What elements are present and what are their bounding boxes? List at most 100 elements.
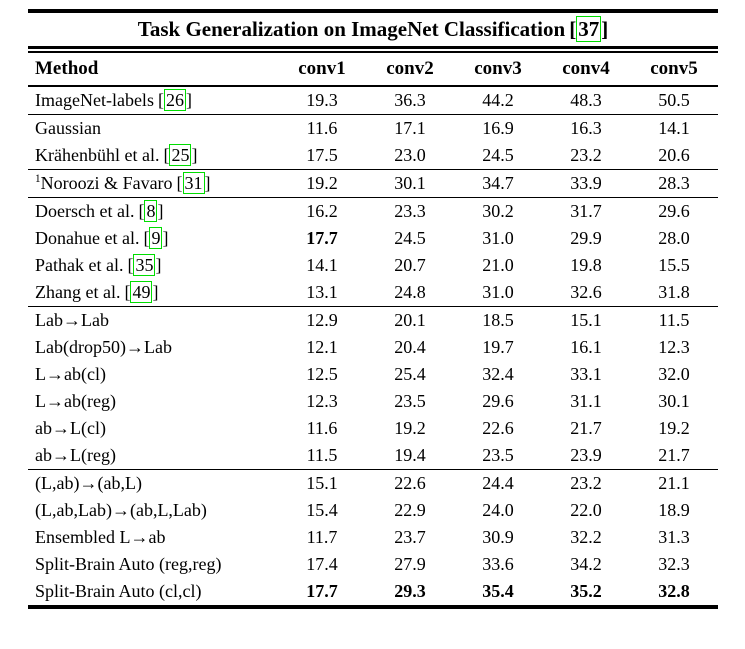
citation[interactable]: [35] bbox=[127, 254, 161, 276]
value-cell: 22.6 bbox=[394, 473, 426, 493]
citation-open-bracket: [ bbox=[176, 173, 183, 193]
method-cell: Zhang et al.[49] bbox=[28, 279, 278, 307]
value-cell: 30.2 bbox=[482, 201, 514, 221]
method-name: Doersch et al. bbox=[35, 201, 135, 221]
method-cell: (L,ab)→(ab,L) bbox=[28, 470, 278, 498]
citation-number[interactable]: 31 bbox=[182, 172, 205, 194]
method-name: Noroozi & Favaro bbox=[40, 173, 173, 193]
citation-number[interactable]: 9 bbox=[149, 227, 163, 249]
citation-open-bracket: [ bbox=[157, 90, 164, 110]
method-cell: ImageNet-labels[26] bbox=[28, 86, 278, 115]
citation[interactable]: [25] bbox=[163, 144, 197, 166]
value-cell: 31.3 bbox=[658, 527, 690, 547]
value-cell: 20.7 bbox=[394, 255, 426, 275]
value-cell: 11.6 bbox=[306, 118, 338, 138]
method-name: Split-Brain Auto (reg,reg) bbox=[35, 554, 222, 574]
value-cell: 12.3 bbox=[306, 391, 338, 411]
method-cell: Gaussian bbox=[28, 115, 278, 143]
method-name: Pathak et al. bbox=[35, 255, 124, 275]
method-name: Krähenbühl et al. bbox=[35, 145, 160, 165]
column-header-conv3: conv3 bbox=[454, 53, 542, 87]
results-table: Task Generalization on ImageNet Classifi… bbox=[28, 9, 718, 609]
value-cell: 23.0 bbox=[366, 142, 454, 170]
value-cell: 19.2 bbox=[278, 169, 366, 198]
citation[interactable]: [26] bbox=[157, 89, 192, 111]
method-cell: Split-Brain Auto (reg,reg) bbox=[28, 551, 278, 578]
value-cell: 48.3 bbox=[542, 86, 630, 115]
value-cell: 17.1 bbox=[394, 118, 426, 138]
table-row: Ensembled L→ab 11.7 23.7 30.9 32.2 31.3 bbox=[28, 524, 718, 551]
bottom-rule bbox=[28, 605, 718, 609]
value-cell: 24.8 bbox=[366, 279, 454, 307]
method-cell: Lab(drop50)→Lab bbox=[28, 334, 278, 361]
value-cell: 12.9 bbox=[306, 310, 338, 330]
method-name: Gaussian bbox=[35, 118, 101, 138]
method-name: Split-Brain Auto (cl,cl) bbox=[35, 581, 202, 601]
value-cell: 20.4 bbox=[394, 337, 426, 357]
table-row: ab→L(cl) 11.6 19.2 22.6 21.7 19.2 bbox=[28, 415, 718, 442]
value-cell: 18.9 bbox=[658, 500, 690, 520]
method-cell: ab→L(cl) bbox=[28, 415, 278, 442]
method-name: ab→L(reg) bbox=[35, 445, 116, 465]
top-rule bbox=[28, 9, 718, 13]
value-cell: 13.1 bbox=[278, 279, 366, 307]
value-cell: 21.0 bbox=[482, 255, 514, 275]
value-cell: 17.4 bbox=[306, 554, 338, 574]
value-cell: 31.7 bbox=[570, 201, 602, 221]
value-cell: 19.2 bbox=[394, 418, 426, 438]
value-cell: 31.0 bbox=[482, 228, 514, 248]
method-name: (L,ab,Lab)→(ab,L,Lab) bbox=[35, 500, 207, 520]
citation-number[interactable]: 35 bbox=[133, 254, 156, 276]
value-cell: 31.1 bbox=[570, 391, 602, 411]
value-cell: 34.2 bbox=[570, 554, 602, 574]
value-cell: 34.7 bbox=[454, 169, 542, 198]
title-citation[interactable]: [37] bbox=[569, 16, 608, 42]
value-cell: 21.1 bbox=[658, 473, 690, 493]
citation-open-bracket: [ bbox=[124, 282, 131, 302]
table-row: Gaussian 11.6 17.1 16.9 16.3 14.1 bbox=[28, 115, 718, 143]
table-row: ImageNet-labels[26] 19.3 36.3 44.2 48.3 50.5 bbox=[28, 86, 718, 115]
value-cell: 23.3 bbox=[394, 201, 426, 221]
citation-open-bracket: [ bbox=[138, 201, 145, 221]
value-cell: 23.2 bbox=[542, 142, 630, 170]
method-cell: L→ab(cl) bbox=[28, 361, 278, 388]
value-cell: 23.7 bbox=[394, 527, 426, 547]
method-name: L→ab(reg) bbox=[35, 391, 116, 411]
value-cell: 11.5 bbox=[658, 310, 690, 330]
table-row: (L,ab,Lab)→(ab,L,Lab) 15.4 22.9 24.0 22.0 18.… bbox=[28, 497, 718, 524]
citation[interactable]: [8] bbox=[138, 200, 163, 222]
value-cell: 16.3 bbox=[570, 118, 602, 138]
citation[interactable]: [31] bbox=[176, 172, 211, 194]
citation[interactable]: [9] bbox=[143, 227, 168, 249]
value-cell: 15.1 bbox=[570, 310, 602, 330]
value-cell: 32.6 bbox=[542, 279, 630, 307]
value-cell: 21.7 bbox=[570, 418, 602, 438]
value-cell: 36.3 bbox=[366, 86, 454, 115]
citation-open-bracket: [ bbox=[569, 17, 577, 41]
method-cell: Donahue et al.[9] bbox=[28, 225, 278, 252]
table-row: Lab(drop50)→Lab 12.1 20.4 19.7 16.1 12.3 bbox=[28, 334, 718, 361]
value-cell: 35.4 bbox=[482, 581, 514, 601]
citation[interactable]: [49] bbox=[124, 281, 158, 303]
citation-number[interactable]: 49 bbox=[130, 281, 153, 303]
table-row: (L,ab)→(ab,L) 15.1 22.6 24.4 23.2 21.1 bbox=[28, 470, 718, 498]
column-header-conv2: conv2 bbox=[366, 53, 454, 87]
citation-number[interactable]: 25 bbox=[169, 144, 192, 166]
value-cell: 22.0 bbox=[570, 500, 602, 520]
method-cell: Ensembled L→ab bbox=[28, 524, 278, 551]
value-cell: 24.5 bbox=[394, 228, 426, 248]
citation-number[interactable]: 37 bbox=[576, 16, 602, 42]
table-row: 1Noroozi & Favaro[31] 19.2 30.1 34.7 33.9 28.… bbox=[28, 169, 718, 198]
value-cell: 14.1 bbox=[658, 118, 690, 138]
value-cell: 15.1 bbox=[306, 473, 338, 493]
table-row: Krähenbühl et al.[25] 17.5 23.0 24.5 23.2 20.… bbox=[28, 142, 718, 170]
citation-number[interactable]: 26 bbox=[163, 89, 186, 111]
value-cell: 33.9 bbox=[542, 169, 630, 198]
value-cell: 16.1 bbox=[570, 337, 602, 357]
column-header-conv1: conv1 bbox=[278, 53, 366, 87]
citation-number[interactable]: 8 bbox=[144, 200, 158, 222]
method-name: L→ab(cl) bbox=[35, 364, 106, 384]
value-cell: 33.1 bbox=[570, 364, 602, 384]
method-cell: Krähenbühl et al.[25] bbox=[28, 142, 278, 170]
value-cell: 28.0 bbox=[658, 228, 690, 248]
